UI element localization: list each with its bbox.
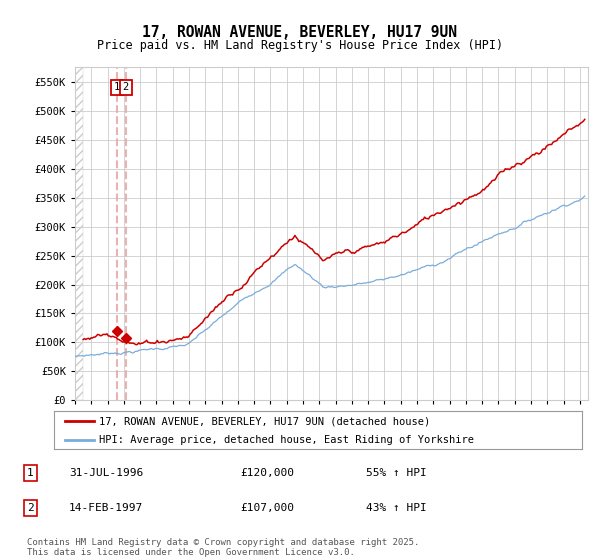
Text: 1: 1 bbox=[114, 82, 120, 92]
Text: Price paid vs. HM Land Registry's House Price Index (HPI): Price paid vs. HM Land Registry's House … bbox=[97, 39, 503, 53]
Text: 14-FEB-1997: 14-FEB-1997 bbox=[69, 503, 143, 513]
Text: 2: 2 bbox=[27, 503, 34, 513]
Text: 17, ROWAN AVENUE, BEVERLEY, HU17 9UN: 17, ROWAN AVENUE, BEVERLEY, HU17 9UN bbox=[143, 25, 458, 40]
Text: 43% ↑ HPI: 43% ↑ HPI bbox=[366, 503, 427, 513]
Text: 55% ↑ HPI: 55% ↑ HPI bbox=[366, 468, 427, 478]
Text: 1: 1 bbox=[27, 468, 34, 478]
Text: £120,000: £120,000 bbox=[240, 468, 294, 478]
Text: 17, ROWAN AVENUE, BEVERLEY, HU17 9UN (detached house): 17, ROWAN AVENUE, BEVERLEY, HU17 9UN (de… bbox=[99, 416, 430, 426]
Text: HPI: Average price, detached house, East Riding of Yorkshire: HPI: Average price, detached house, East… bbox=[99, 435, 474, 445]
Text: £107,000: £107,000 bbox=[240, 503, 294, 513]
Text: 2: 2 bbox=[122, 82, 129, 92]
Text: Contains HM Land Registry data © Crown copyright and database right 2025.
This d: Contains HM Land Registry data © Crown c… bbox=[27, 538, 419, 557]
Text: 31-JUL-1996: 31-JUL-1996 bbox=[69, 468, 143, 478]
